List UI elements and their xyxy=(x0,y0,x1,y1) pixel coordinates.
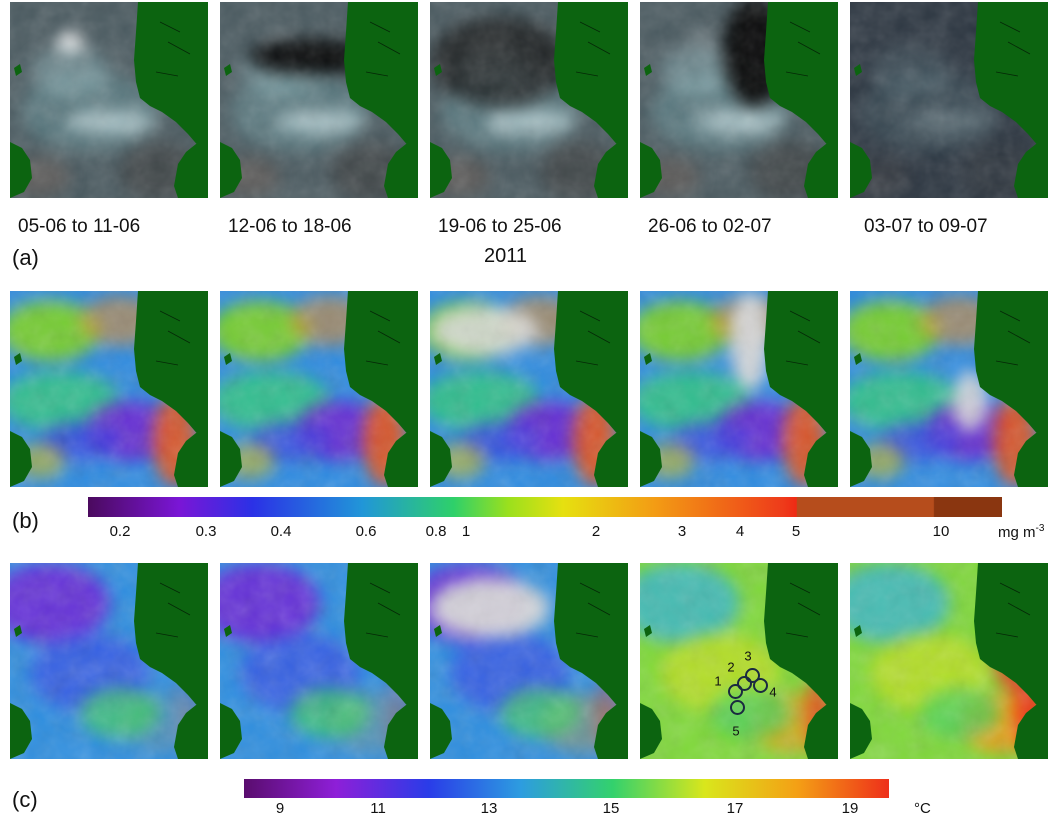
sst-tick-3: 15 xyxy=(602,800,620,817)
chl-tick-4: 0.8 xyxy=(425,523,447,540)
chl-tick-2: 0.4 xyxy=(270,523,292,540)
sst-unit: °C xyxy=(914,800,931,817)
chlorophyll-unit: mg m-3 xyxy=(998,523,1044,541)
panel-label-a: (a) xyxy=(12,245,39,270)
map-c-5 xyxy=(850,563,1048,759)
map-c-3 xyxy=(430,563,628,759)
chlorophyll-colorbar xyxy=(88,497,1002,517)
map-b-3 xyxy=(430,291,628,487)
chl-tick-1: 0.3 xyxy=(195,523,217,540)
chl-tick-10: 10 xyxy=(932,523,950,540)
map-a-2 xyxy=(220,2,418,198)
chl-tick-0: 0.2 xyxy=(109,523,131,540)
chlorophyll-unit-text: mg m xyxy=(998,524,1036,541)
panel-label-b: (b) xyxy=(12,508,39,533)
sst-tick-2: 13 xyxy=(480,800,498,817)
date-label-4: 26-06 to 02-07 xyxy=(648,216,772,237)
date-label-5: 03-07 to 09-07 xyxy=(864,216,988,237)
year-label: 2011 xyxy=(484,245,528,267)
station-circle-1 xyxy=(728,684,743,699)
map-c-1 xyxy=(10,563,208,759)
sst-colorbar xyxy=(244,779,889,798)
map-c-2 xyxy=(220,563,418,759)
map-b-2 xyxy=(220,291,418,487)
sst-tick-5: 19 xyxy=(841,800,859,817)
station-label-2: 2 xyxy=(727,659,735,675)
panel-label-c: (c) xyxy=(12,787,38,812)
station-label-4: 4 xyxy=(769,684,777,700)
map-a-5 xyxy=(850,2,1048,198)
date-label-2: 12-06 to 18-06 xyxy=(228,216,352,237)
station-label-5: 5 xyxy=(732,723,740,739)
station-circle-2 xyxy=(737,676,752,691)
station-circle-5 xyxy=(730,700,745,715)
chl-tick-9: 5 xyxy=(791,523,801,540)
chl-tick-5: 1 xyxy=(461,523,471,540)
sst-tick-4: 17 xyxy=(726,800,744,817)
sst-tick-1: 11 xyxy=(370,800,386,817)
sst-tick-0: 9 xyxy=(275,800,285,817)
map-a-4 xyxy=(640,2,838,198)
station-label-3: 3 xyxy=(744,648,752,664)
chl-tick-8: 4 xyxy=(735,523,745,540)
station-label-1: 1 xyxy=(714,673,722,689)
chl-tick-3: 0.6 xyxy=(355,523,377,540)
map-b-4 xyxy=(640,291,838,487)
chl-tick-7: 3 xyxy=(677,523,687,540)
map-c-4 xyxy=(640,563,838,759)
station-circle-4 xyxy=(753,678,768,693)
date-label-3: 19-06 to 25-06 xyxy=(438,216,562,237)
chl-tick-6: 2 xyxy=(591,523,601,540)
date-label-1: 05-06 to 11-06 xyxy=(18,216,141,237)
station-circle-3 xyxy=(745,668,760,683)
map-a-3 xyxy=(430,2,628,198)
map-a-1 xyxy=(10,2,208,198)
map-b-5 xyxy=(850,291,1048,487)
chlorophyll-unit-exponent: -3 xyxy=(1035,523,1045,534)
map-b-1 xyxy=(10,291,208,487)
